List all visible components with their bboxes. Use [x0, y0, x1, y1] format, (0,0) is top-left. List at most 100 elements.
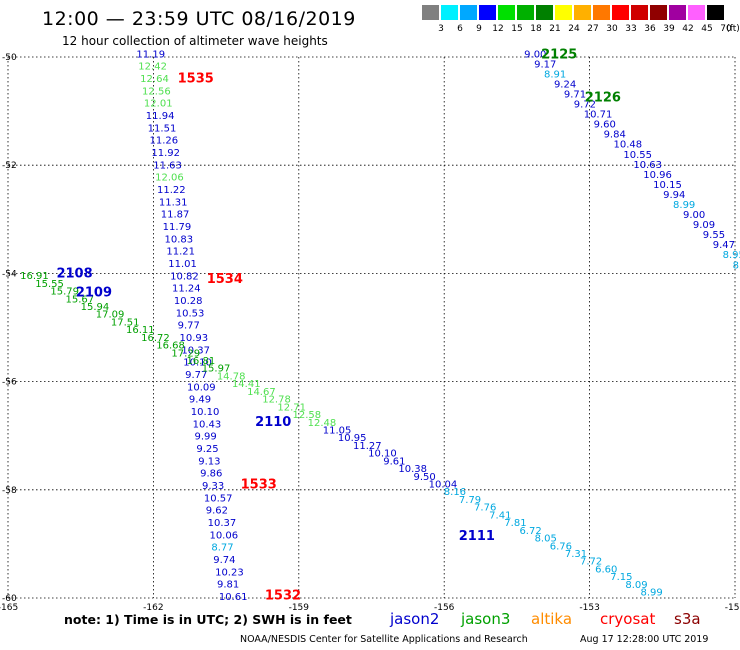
wave-height-value: 10.96	[643, 170, 672, 181]
timestamp-text: Aug 17 12:28:00 UTC 2019	[580, 634, 709, 645]
wave-height-value: 11.92	[151, 148, 180, 159]
wave-height-value: 16.72	[141, 333, 170, 344]
wave-height-value: 9.49	[189, 395, 211, 406]
pass-number-label: 2125	[541, 47, 577, 62]
legend-swatch	[460, 5, 477, 20]
satellite-legend-jason3: jason3	[461, 610, 511, 628]
wave-height-value: 9.77	[178, 321, 200, 332]
legend-swatch	[707, 5, 724, 20]
wave-height-value: 10.10	[368, 449, 397, 460]
wave-height-value: 14.67	[247, 387, 276, 398]
legend-swatch	[593, 5, 610, 20]
legend-swatch	[555, 5, 572, 20]
wave-height-value: 7.76	[474, 503, 496, 514]
wave-height-value: 11.24	[172, 284, 201, 295]
wave-height-value: 8.16	[444, 487, 466, 498]
wave-height-value: 9.94	[663, 190, 685, 201]
wave-height-value: 16.91	[20, 271, 49, 282]
legend-swatch	[631, 5, 648, 20]
wave-height-value: 9.47	[713, 240, 735, 251]
wave-height-value: 8.09	[625, 580, 647, 591]
wave-height-value: 8.99	[640, 588, 662, 599]
wave-height-value: 10.04	[429, 480, 458, 491]
credit-text: NOAA/NESDIS Center for Satellite Applica…	[240, 634, 528, 645]
wave-height-value: 9.33	[202, 481, 224, 492]
wave-height-value: 10.15	[653, 180, 682, 191]
wave-height-value: 11.31	[159, 197, 188, 208]
legend-label: 39	[663, 24, 675, 34]
wave-height-value: 9.99	[194, 432, 216, 443]
legend-swatch	[422, 5, 439, 20]
pass-number-label: 1533	[241, 477, 277, 492]
legend-label: 45	[701, 24, 713, 34]
wave-height-value: 9.77	[185, 370, 207, 381]
wave-height-value: 10.71	[584, 110, 613, 121]
pass-number-label: 2110	[255, 415, 291, 430]
longitude-tick-label: -153	[579, 603, 599, 613]
legend-label: 21	[549, 24, 561, 34]
wave-height-value: 9.86	[200, 469, 222, 480]
wave-height-value: 7.15	[610, 572, 632, 583]
wave-height-value: 15.97	[202, 364, 231, 375]
wave-height-value: 10.55	[623, 150, 652, 161]
legend-label: 6	[457, 24, 463, 34]
legend-label: 18	[530, 24, 542, 34]
legend-swatch	[669, 5, 686, 20]
wave-height-value: 11.26	[150, 136, 179, 147]
wave-height-value: 10.57	[204, 493, 233, 504]
legend-swatch	[612, 5, 629, 20]
wave-height-value: 11.94	[146, 111, 175, 122]
satellite-legend-s3a: s3a	[674, 610, 701, 628]
wave-height-value: 8.5	[733, 260, 740, 271]
wave-height-value: 12.56	[142, 86, 171, 97]
note-text: note: 1) Time is in UTC; 2) SWH is in fe…	[64, 612, 352, 627]
wave-height-value: 14.78	[217, 371, 246, 382]
wave-height-value: 10.43	[193, 419, 222, 430]
wave-height-value: 9.72	[574, 100, 596, 111]
wave-height-value: 8.91	[544, 69, 566, 80]
wave-height-value: 9.61	[383, 456, 405, 467]
wave-height-value: 17.09	[96, 310, 125, 321]
wave-height-value: 12.64	[140, 74, 169, 85]
wave-height-value: 15.55	[35, 279, 64, 290]
longitude-tick-label: -159	[289, 603, 310, 613]
wave-height-value: 10.28	[174, 296, 203, 307]
wave-height-value: 11.01	[168, 259, 197, 270]
wave-height-value: 11.21	[166, 247, 195, 258]
pass-number-label: 1534	[207, 272, 243, 287]
wave-height-value: 16.81	[187, 356, 216, 367]
wave-height-value: 15.79	[50, 287, 79, 298]
wave-height-value: 9.84	[604, 130, 626, 141]
satellite-legend-jason2: jason2	[390, 610, 440, 628]
pass-number-label: 1532	[265, 588, 301, 603]
wave-height-value: 17.51	[111, 317, 140, 328]
wave-height-value: 7.81	[504, 518, 526, 529]
longitude-tick-label: -162	[143, 603, 163, 613]
legend-label: 3	[438, 24, 444, 34]
wave-height-value: 6.76	[550, 541, 572, 552]
wave-height-value: 8.05	[535, 534, 557, 545]
wave-height-value: 10.83	[165, 234, 194, 245]
wave-height-value: 9.81	[217, 580, 239, 591]
legend-swatch	[688, 5, 705, 20]
satellite-legend-altika: altika	[531, 610, 573, 628]
satellite-legend-cryosat: cryosat	[600, 610, 656, 628]
legend-swatch	[650, 5, 667, 20]
wave-height-value: 9.62	[206, 506, 228, 517]
wave-height-value: 10.82	[170, 271, 199, 282]
pass-number-label: 1535	[178, 72, 214, 87]
wave-height-value: 15.67	[66, 294, 95, 305]
pass-number-label: 2126	[585, 91, 621, 106]
legend-label: 27	[587, 24, 599, 34]
wave-height-value: 9.25	[196, 444, 218, 455]
wave-height-value: 12.42	[138, 62, 167, 73]
wave-height-value: 11.63	[153, 160, 182, 171]
wave-height-value: 7.79	[459, 495, 481, 506]
wave-height-value: 12.78	[262, 395, 291, 406]
wave-height-value: 10.37	[208, 518, 237, 529]
wave-height-value: 8.77	[211, 543, 233, 554]
wave-height-value: 9.74	[213, 555, 235, 566]
latitude-tick-label: -60	[2, 594, 17, 604]
pass-number-label: 2111	[459, 529, 495, 544]
wave-height-value: 10.38	[398, 464, 427, 475]
